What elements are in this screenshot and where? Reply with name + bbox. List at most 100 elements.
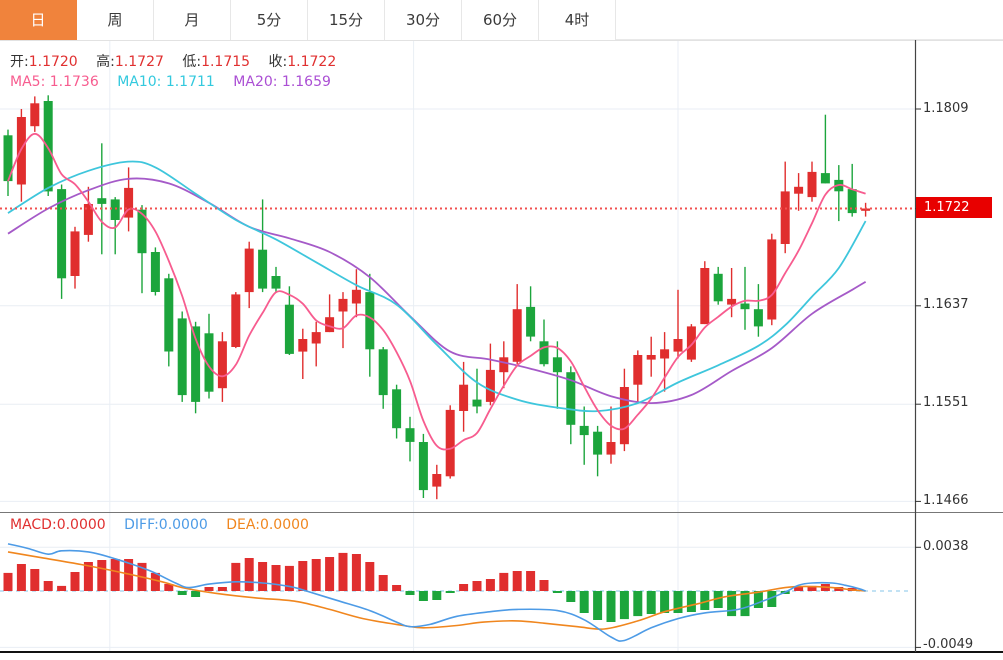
price-axis-tick-4: 1.1466: [923, 493, 969, 508]
candle-body: [351, 289, 361, 304]
candle-body: [780, 191, 790, 244]
candle-body: [606, 442, 616, 455]
candlestick-series[interactable]: [3, 95, 871, 500]
candle-body: [459, 384, 469, 411]
candle-body: [526, 306, 536, 337]
candle-body: [633, 355, 643, 385]
price-axis-tick-3: 1.1551: [923, 395, 969, 410]
candle-body: [217, 341, 227, 389]
high-label: 高:: [96, 54, 115, 70]
tab-15min[interactable]: 15分: [308, 0, 385, 40]
candle-body: [124, 187, 134, 218]
candle-body: [700, 268, 710, 325]
grid-lines: [0, 40, 915, 652]
diff-line: [7, 543, 866, 642]
low-label: 低:: [182, 54, 202, 70]
price-axis-tick-2: 1.1637: [923, 297, 969, 312]
ma10-line: [7, 160, 867, 413]
ma10-value: 1.1711: [165, 74, 215, 90]
macd-axis-tick-2: -0.0049: [923, 637, 974, 652]
tab-30min[interactable]: 30分: [385, 0, 462, 40]
candle-body: [740, 303, 750, 310]
candle-body: [552, 357, 562, 373]
tab-week[interactable]: 周: [77, 0, 154, 40]
candle-body: [164, 278, 174, 352]
candle-body: [619, 387, 629, 445]
timeframe-tabbar: 日 周 月 5分 15分 30分 60分 4时: [0, 0, 1003, 40]
tab-month[interactable]: 月: [154, 0, 231, 40]
diff-label: DIFF:: [124, 517, 159, 533]
candle-body: [204, 333, 214, 392]
candle-body: [472, 399, 482, 407]
ma5-value: 1.1736: [49, 74, 99, 90]
tab-day[interactable]: 日: [0, 0, 77, 40]
candle-body: [70, 231, 80, 276]
dea-line: [7, 551, 866, 630]
ohlc-legend: 开:1.1720 高:1.1727 低:1.1715 收:1.1722: [10, 51, 350, 71]
panel-borders: [0, 40, 1003, 653]
tab-4hour[interactable]: 4时: [539, 0, 616, 40]
macd-label: MACD:: [10, 517, 57, 533]
candle-body: [30, 103, 40, 127]
candle-body: [673, 339, 683, 352]
candle-body: [3, 135, 13, 182]
candle-body: [432, 474, 442, 487]
candle-body: [191, 326, 201, 402]
candle-body: [365, 292, 375, 350]
ma10-label: MA10:: [117, 74, 162, 90]
tab-60min[interactable]: 60分: [462, 0, 539, 40]
candle-body: [713, 273, 723, 302]
candle-body: [512, 309, 522, 362]
candle-body: [378, 349, 388, 396]
dea-value: 0.0000: [259, 517, 309, 533]
candle-body: [485, 369, 495, 402]
macd-legend: MACD:0.0000 DIFF:0.0000 DEA:0.0000: [10, 517, 323, 533]
candle-body: [43, 101, 53, 192]
close-label: 收:: [268, 54, 288, 70]
macd-value: 0.0000: [56, 517, 106, 533]
candle-body: [325, 317, 335, 333]
candle-body: [499, 357, 509, 373]
candle-body: [258, 249, 268, 289]
ma5-line: [7, 132, 866, 451]
candle-body: [660, 349, 670, 359]
ma20-value: 1.1659: [281, 74, 331, 90]
candle-body: [847, 189, 857, 214]
candle-body: [137, 209, 147, 254]
candle-body: [392, 389, 402, 429]
candle-body: [646, 355, 656, 360]
tab-5min[interactable]: 5分: [231, 0, 308, 40]
candle-body: [83, 204, 93, 235]
candle-body: [338, 298, 348, 312]
candle-body: [794, 186, 804, 194]
candle-body: [445, 409, 455, 477]
open-value: 1.1720: [28, 54, 78, 70]
ma20-label: MA20:: [233, 74, 278, 90]
ma-legend: MA5: 1.1736 MA10: 1.1711 MA20: 1.1659: [10, 74, 345, 90]
candle-body: [177, 318, 187, 396]
macd-axis-tick-1: 0.0038: [923, 539, 969, 554]
candle-body: [57, 189, 67, 279]
last-price-marker: 1.1722: [916, 197, 992, 218]
candle-body: [418, 442, 428, 491]
macd-histogram[interactable]: [3, 552, 857, 622]
diff-value: 0.0000: [158, 517, 208, 533]
open-label: 开:: [10, 54, 29, 70]
candle-body: [753, 309, 763, 327]
candle-body: [807, 171, 817, 198]
candle-body: [110, 199, 120, 220]
candle-body: [593, 431, 603, 455]
candle-body: [767, 239, 777, 320]
ma5-label: MA5:: [10, 74, 46, 90]
candle-body: [820, 173, 830, 184]
candle-body: [405, 428, 415, 442]
candle-body: [579, 425, 589, 436]
candle-body: [150, 252, 160, 292]
high-value: 1.1727: [114, 54, 164, 70]
price-axis-tick-1: 1.1809: [923, 101, 969, 116]
candle-body: [727, 298, 737, 305]
candle-body: [539, 341, 549, 365]
candle-body: [311, 332, 321, 344]
